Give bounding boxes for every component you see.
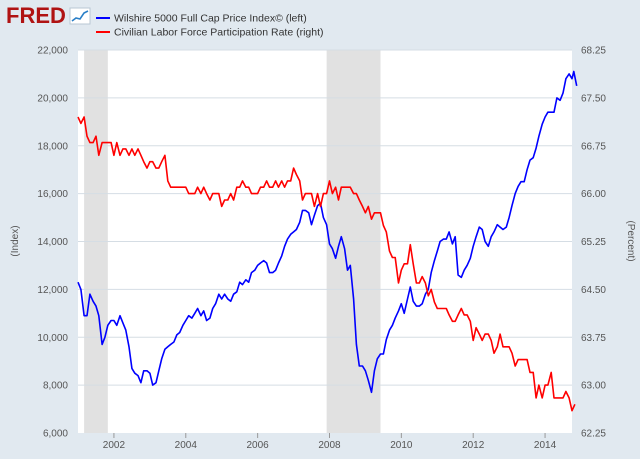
right-tick-label: 63.75 (581, 333, 606, 344)
x-tick-label: 2008 (318, 440, 341, 451)
right-tick-label: 68.25 (581, 46, 606, 57)
left-tick-label: 6,000 (43, 429, 68, 440)
x-tick-label: 2002 (103, 440, 126, 451)
x-tick-label: 2014 (534, 440, 557, 451)
series-line-wilshire (77, 70, 578, 394)
left-tick-label: 10,000 (37, 333, 68, 344)
right-tick-label: 67.50 (581, 93, 606, 104)
left-tick-label: 14,000 (37, 237, 68, 248)
left-tick-label: 16,000 (37, 189, 68, 200)
legend-label-participation: Civilian Labor Force Participation Rate … (114, 27, 324, 39)
left-axis-ticks: 6,000 8,000 10,000 12,000 14,000 16,000 18,000… (37, 46, 68, 440)
fred-logo-text: FRED (6, 3, 66, 28)
fred-logo[interactable]: FRED (6, 3, 91, 28)
series-lines (77, 70, 578, 412)
right-axis-title: (Percent) (625, 220, 636, 261)
left-tick-label: 20,000 (37, 93, 68, 104)
right-tick-label: 66.00 (581, 189, 606, 200)
right-tick-label: 66.75 (581, 141, 606, 152)
right-tick-label: 65.25 (581, 237, 606, 248)
chart-legend: Wilshire 5000 Full Cap Price Index© (lef… (96, 13, 324, 39)
series-line-participation (77, 116, 576, 412)
right-tick-label: 62.25 (581, 429, 606, 440)
left-tick-label: 12,000 (37, 285, 68, 296)
right-axis-ticks: 62.25 63.00 63.75 64.50 65.25 66.00 66.75 67.50… (581, 46, 606, 440)
right-tick-label: 63.00 (581, 381, 606, 392)
x-axis-ticks: 2002 2004 2006 2008 2010 2012 2014 (103, 433, 557, 451)
x-tick-label: 2010 (390, 440, 413, 451)
left-axis-title: (Index) (10, 225, 21, 256)
left-tick-label: 22,000 (37, 46, 68, 57)
x-tick-label: 2006 (247, 440, 270, 451)
legend-label-wilshire: Wilshire 5000 Full Cap Price Index© (lef… (114, 13, 307, 25)
x-tick-label: 2012 (462, 440, 485, 451)
x-tick-label: 2004 (175, 440, 198, 451)
left-tick-label: 8,000 (43, 381, 68, 392)
right-tick-label: 64.50 (581, 285, 606, 296)
fred-chart-icon (69, 7, 91, 25)
left-tick-label: 18,000 (37, 141, 68, 152)
